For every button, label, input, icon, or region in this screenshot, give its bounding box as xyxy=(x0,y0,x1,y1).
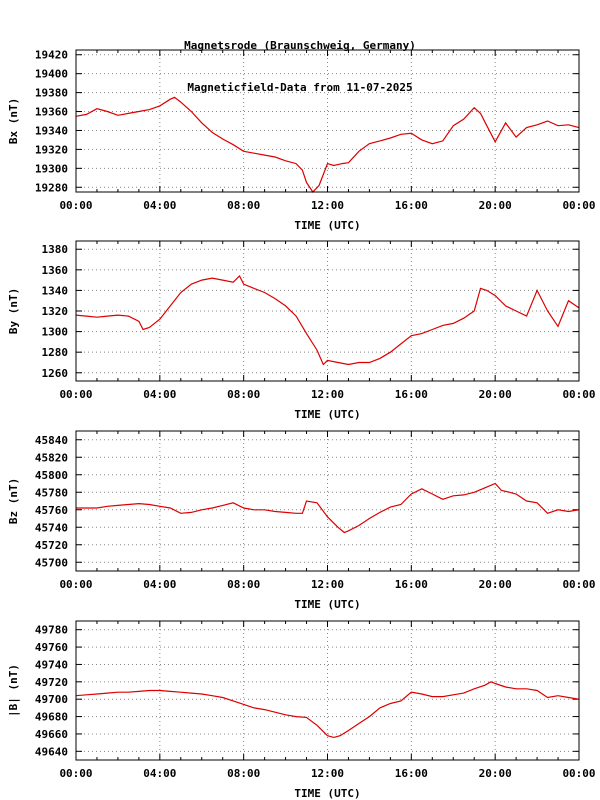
y-tick-label: 49760 xyxy=(35,641,68,654)
y-tick-label: 49660 xyxy=(35,728,68,741)
x-tick-label: 00:00 xyxy=(59,767,92,780)
x-axis-label: TIME (UTC) xyxy=(294,598,360,611)
chart-title: Magnetsrode (Braunschweig, Germany) Magn… xyxy=(0,11,600,109)
x-axis-label: TIME (UTC) xyxy=(294,408,360,421)
x-tick-label: 12:00 xyxy=(311,199,344,212)
series-line xyxy=(76,482,580,534)
x-tick-label: 20:00 xyxy=(479,388,512,401)
y-tick-label: 45720 xyxy=(35,539,68,552)
y-tick-label: 45740 xyxy=(35,521,68,534)
chart-title-line-1: Magnetsrode (Braunschweig, Germany) xyxy=(184,39,416,52)
x-tick-label: 12:00 xyxy=(311,578,344,591)
y-tick-label: 19300 xyxy=(35,162,68,175)
x-tick-label: 20:00 xyxy=(479,199,512,212)
y-axis-label: Bx (nT) xyxy=(7,98,20,144)
x-tick-label: 08:00 xyxy=(227,388,260,401)
y-tick-label: 1300 xyxy=(42,326,69,339)
y-tick-label: 19420 xyxy=(35,49,68,62)
y-tick-label: 1320 xyxy=(42,305,69,318)
y-tick-label: 1360 xyxy=(42,264,69,277)
plot-frame xyxy=(75,49,580,193)
x-tick-label: 16:00 xyxy=(395,578,428,591)
y-tick-label: 45700 xyxy=(35,556,68,569)
series-line xyxy=(75,274,580,366)
y-tick-label: 19380 xyxy=(35,87,68,100)
plot-frame xyxy=(75,620,580,761)
x-tick-label: 00:00 xyxy=(562,199,595,212)
x-tick-label: 00:00 xyxy=(562,767,595,780)
x-tick-label: 08:00 xyxy=(227,578,260,591)
x-tick-label: 00:00 xyxy=(59,199,92,212)
y-tick-label: 45800 xyxy=(35,469,68,482)
y-tick-label: 19320 xyxy=(35,143,68,156)
series-line xyxy=(75,681,580,739)
plot-frame xyxy=(75,240,580,382)
y-axis-label: Bz (nT) xyxy=(7,478,20,524)
x-tick-label: 04:00 xyxy=(143,199,176,212)
x-tick-label: 16:00 xyxy=(395,767,428,780)
x-tick-label: 20:00 xyxy=(479,578,512,591)
chart-title-line-2: Magneticfield-Data from 11-07-2025 xyxy=(187,81,413,94)
x-tick-label: 16:00 xyxy=(395,388,428,401)
y-tick-label: 45840 xyxy=(35,434,68,447)
y-tick-label: 45760 xyxy=(35,504,68,517)
x-tick-label: 00:00 xyxy=(562,578,595,591)
x-tick-label: 08:00 xyxy=(227,199,260,212)
x-tick-label: 00:00 xyxy=(59,578,92,591)
x-tick-label: 20:00 xyxy=(479,767,512,780)
y-tick-label: 45780 xyxy=(35,486,68,499)
y-tick-label: 19340 xyxy=(35,124,68,137)
y-tick-label: 1280 xyxy=(42,346,69,359)
y-tick-label: 1380 xyxy=(42,243,69,256)
y-tick-label: 19400 xyxy=(35,68,68,81)
y-axis-label: |B| (nT) xyxy=(7,664,20,717)
y-tick-label: 45820 xyxy=(35,451,68,464)
y-axis-label: By (nT) xyxy=(7,288,20,334)
series-line xyxy=(75,96,580,193)
x-axis-label: TIME (UTC) xyxy=(294,787,360,800)
x-tick-label: 04:00 xyxy=(143,388,176,401)
y-tick-label: 49680 xyxy=(35,711,68,724)
x-axis-label: TIME (UTC) xyxy=(294,219,360,232)
y-tick-label: 1260 xyxy=(42,367,69,380)
x-tick-label: 04:00 xyxy=(143,578,176,591)
x-tick-label: 00:00 xyxy=(562,388,595,401)
x-tick-label: 00:00 xyxy=(59,388,92,401)
plot-frame xyxy=(75,430,580,572)
x-tick-label: 04:00 xyxy=(143,767,176,780)
x-tick-label: 08:00 xyxy=(227,767,260,780)
y-tick-label: 49640 xyxy=(35,745,68,758)
y-tick-label: 49780 xyxy=(35,624,68,637)
y-tick-label: 49700 xyxy=(35,693,68,706)
y-tick-label: 19280 xyxy=(35,181,68,194)
x-tick-label: 16:00 xyxy=(395,199,428,212)
x-tick-label: 12:00 xyxy=(311,767,344,780)
x-tick-label: 12:00 xyxy=(311,388,344,401)
y-tick-label: 49740 xyxy=(35,658,68,671)
y-tick-label: 19360 xyxy=(35,106,68,119)
y-tick-label: 1340 xyxy=(42,284,69,297)
y-tick-label: 49720 xyxy=(35,676,68,689)
